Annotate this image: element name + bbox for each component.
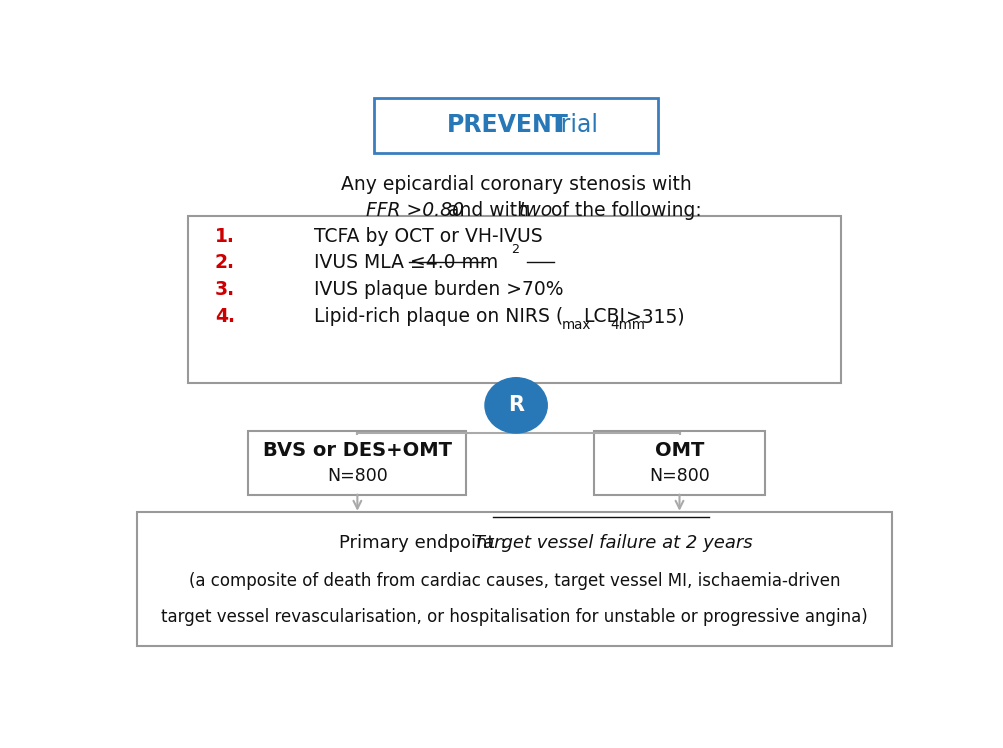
Text: 1.: 1. — [215, 227, 235, 246]
Text: FFR >0.80: FFR >0.80 — [365, 201, 463, 220]
FancyBboxPatch shape — [188, 216, 841, 384]
Text: (a composite of death from cardiac causes, target vessel MI, ischaemia-driven: (a composite of death from cardiac cause… — [189, 572, 840, 590]
Ellipse shape — [484, 378, 547, 433]
Text: BVS or DES+OMT: BVS or DES+OMT — [263, 441, 451, 460]
Text: N=800: N=800 — [649, 467, 709, 485]
Text: Any epicardial coronary stenosis with: Any epicardial coronary stenosis with — [340, 175, 691, 194]
Text: Trial: Trial — [541, 114, 597, 138]
Text: IVUS MLA ≤4.0 mm: IVUS MLA ≤4.0 mm — [307, 253, 497, 272]
Text: LCBI: LCBI — [583, 307, 625, 326]
FancyBboxPatch shape — [248, 432, 465, 494]
Text: 4mm: 4mm — [610, 319, 645, 332]
Text: 4.: 4. — [215, 307, 235, 326]
Text: Target vessel failure at 2 years: Target vessel failure at 2 years — [473, 534, 751, 552]
Text: two: two — [518, 201, 552, 220]
Text: target vessel revascularisation, or hospitalisation for unstable or progressive : target vessel revascularisation, or hosp… — [161, 608, 867, 626]
Text: Lipid-rich plaque on NIRS (: Lipid-rich plaque on NIRS ( — [307, 307, 563, 326]
Text: max: max — [561, 319, 591, 332]
Text: IVUS plaque burden >70%: IVUS plaque burden >70% — [307, 280, 563, 299]
Text: R: R — [508, 396, 524, 415]
FancyBboxPatch shape — [594, 432, 764, 494]
Text: >315): >315) — [625, 307, 683, 326]
Text: Primary endpoint :: Primary endpoint : — [339, 534, 513, 552]
Text: N=800: N=800 — [327, 467, 387, 485]
Text: of the following:: of the following: — [545, 201, 701, 220]
Text: TCFA by OCT or VH-IVUS: TCFA by OCT or VH-IVUS — [307, 227, 542, 246]
FancyBboxPatch shape — [137, 512, 891, 646]
FancyBboxPatch shape — [374, 98, 657, 153]
Text: 2.: 2. — [215, 253, 235, 272]
Text: OMT: OMT — [654, 441, 703, 460]
Text: and with: and with — [441, 201, 541, 220]
Text: 3.: 3. — [215, 280, 235, 299]
Text: 2: 2 — [511, 243, 519, 257]
Text: PREVENT: PREVENT — [446, 114, 569, 138]
